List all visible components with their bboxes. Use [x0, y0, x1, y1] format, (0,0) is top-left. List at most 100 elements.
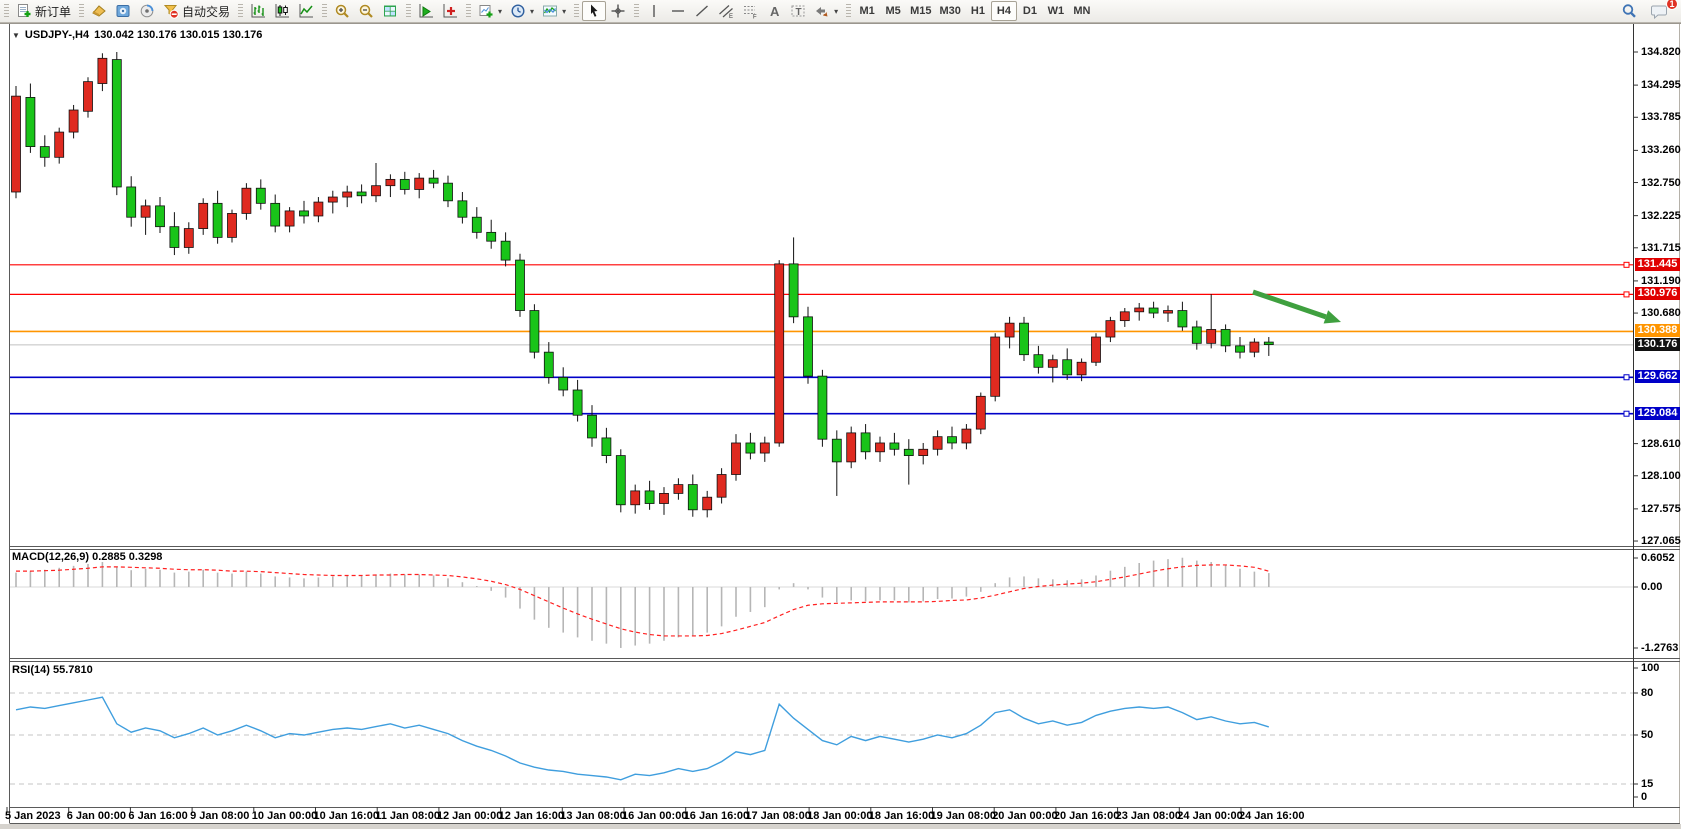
bar-chart-mode-button[interactable] — [246, 1, 270, 21]
chart-canvas[interactable] — [0, 23, 1681, 829]
symbol-period: USDJPY-,H4 — [24, 29, 90, 41]
tf-d1-label: D1 — [1022, 5, 1037, 17]
price-axis-tick: 127.575 — [1641, 502, 1681, 515]
macd-axis-tick: -1.2763 — [1641, 642, 1679, 654]
label-tool-button[interactable]: T — [786, 1, 810, 21]
chart-title: ▼ USDJPY-,H4 130.042 130.176 130.015 130… — [12, 29, 262, 41]
navigator-button[interactable] — [111, 1, 135, 21]
rsi-axis-tick: 100 — [1641, 662, 1660, 674]
price-axis-tick: 131.715 — [1641, 241, 1681, 254]
chart-profile-caret[interactable]: ▾ — [562, 6, 567, 16]
price-level-badge[interactable]: 130.976 — [1635, 287, 1680, 301]
zoom-in-button[interactable] — [330, 1, 354, 21]
search-icon — [1621, 3, 1637, 19]
search-button[interactable] — [1617, 1, 1641, 21]
tf-h4-button[interactable]: H4 — [990, 1, 1017, 21]
notification-count-badge: 1 — [1666, 0, 1678, 10]
ohlc-values: 130.042 130.176 130.015 130.176 — [94, 29, 263, 41]
time-axis-label: 6 Jan 16:00 — [128, 810, 188, 822]
terminal-button[interactable] — [135, 1, 159, 21]
channel-tool-button[interactable]: E — [714, 1, 738, 21]
new-chart-button[interactable]: ▾ — [474, 1, 506, 21]
macd-axis-tick: 0.00 — [1641, 581, 1663, 593]
time-axis-label: 13 Jan 08:00 — [560, 810, 626, 822]
arrows-tool-button[interactable]: ▾ — [810, 1, 842, 21]
tf-m30-label: M30 — [939, 5, 961, 17]
window-bottom-edge — [0, 824, 1681, 829]
price-level-badge[interactable]: 131.445 — [1635, 257, 1680, 271]
tf-m30-button[interactable]: M30 — [936, 1, 965, 21]
crosshair-tool-button[interactable] — [606, 1, 630, 21]
cursor-tool-button[interactable] — [582, 1, 607, 21]
price-axis-tick: 130.680 — [1641, 307, 1681, 320]
price-level-badge[interactable]: 130.388 — [1635, 324, 1680, 338]
tf-w1-label: W1 — [1047, 5, 1065, 17]
svg-text:A: A — [770, 4, 780, 19]
trendline-tool-icon — [694, 3, 710, 19]
rsi-axis-tick: 0 — [1641, 791, 1648, 803]
tf-m15-button[interactable]: M15 — [906, 1, 935, 21]
rsi-label: RSI(14) 55.7810 — [12, 664, 93, 676]
toolbar-group-grip — [634, 3, 640, 19]
price-level-badge[interactable]: 130.176 — [1635, 337, 1680, 351]
time-axis-label: 24 Jan 00:00 — [1177, 810, 1243, 822]
toolbar-group-grip — [846, 3, 852, 19]
period-dropdown-button[interactable]: ▾ — [506, 1, 538, 21]
autotrading-button[interactable]: 自动交易 — [159, 1, 234, 21]
text-tool-button[interactable]: A — [762, 1, 786, 21]
rsi-axis-tick: 80 — [1641, 687, 1654, 699]
tf-h1-button[interactable]: H1 — [965, 1, 991, 21]
toolbar-group-grip — [79, 3, 85, 19]
horizontal-line-tool-icon — [670, 3, 686, 19]
tf-m5-button[interactable]: M5 — [880, 1, 906, 21]
price-level-badge[interactable]: 129.662 — [1635, 370, 1680, 384]
zoom-out-button[interactable] — [354, 1, 378, 21]
new-order-icon — [16, 3, 32, 19]
new-chart-caret[interactable]: ▾ — [498, 6, 503, 16]
fibonacci-tool-button[interactable]: F — [738, 1, 762, 21]
line-chart-mode-icon — [298, 3, 314, 19]
trend-arrow-annotation[interactable] — [1252, 289, 1341, 324]
tf-mn-button[interactable]: MN — [1069, 1, 1095, 21]
tile-windows-icon — [382, 3, 398, 19]
svg-text:E: E — [729, 14, 733, 19]
time-axis-label: 6 Jan 00:00 — [66, 810, 127, 822]
symbol-dropdown-caret[interactable]: ▼ — [12, 30, 20, 40]
vertical-line-tool-icon — [646, 3, 662, 19]
toolbar-group-grip — [574, 3, 580, 19]
time-axis-label: 20 Jan 00:00 — [992, 810, 1058, 822]
candlestick-mode-button[interactable] — [270, 1, 294, 21]
arrows-tool-caret[interactable]: ▾ — [834, 6, 839, 16]
tile-windows-button[interactable] — [378, 1, 402, 21]
time-axis-label: 10 Jan 16:00 — [313, 810, 379, 822]
time-axis-label: 23 Jan 08:00 — [1115, 810, 1182, 822]
horizontal-line-tool-button[interactable] — [666, 1, 690, 21]
vertical-line-tool-button[interactable] — [642, 1, 666, 21]
indicators-button[interactable] — [414, 1, 438, 21]
zoom-out-icon — [358, 3, 374, 19]
svg-text:T: T — [796, 7, 802, 18]
trendline-tool-button[interactable] — [690, 1, 714, 21]
line-chart-mode-button[interactable] — [294, 1, 318, 21]
add-indicator-button[interactable] — [438, 1, 462, 21]
notifications-button[interactable]: 1 — [1647, 0, 1678, 21]
macd-axis-tick: 0.6052 — [1641, 552, 1675, 564]
navigator-icon — [115, 3, 131, 19]
label-tool-icon: T — [790, 3, 806, 19]
tf-m1-button[interactable]: M1 — [854, 1, 880, 21]
time-axis-label: 17 Jan 08:00 — [745, 810, 811, 822]
fibonacci-tool-icon: F — [742, 3, 758, 19]
new-order-button[interactable]: 新订单 — [12, 1, 75, 21]
period-dropdown-caret[interactable]: ▾ — [530, 6, 535, 16]
tf-w1-button[interactable]: W1 — [1043, 1, 1069, 21]
svg-text:F: F — [753, 15, 757, 20]
toolbar-group-grip — [4, 3, 9, 19]
chart-window[interactable]: ▼ USDJPY-,H4 130.042 130.176 130.015 130… — [0, 23, 1681, 829]
chart-profile-button[interactable]: ▾ — [538, 1, 570, 21]
toolbar-group-grip — [322, 3, 328, 19]
terminal-icon — [139, 3, 155, 19]
time-axis-label: 5 Jan 2023 — [5, 810, 61, 822]
price-level-badge[interactable]: 129.084 — [1635, 406, 1680, 420]
tf-d1-button[interactable]: D1 — [1017, 1, 1043, 21]
market-watch-button[interactable] — [87, 1, 111, 21]
